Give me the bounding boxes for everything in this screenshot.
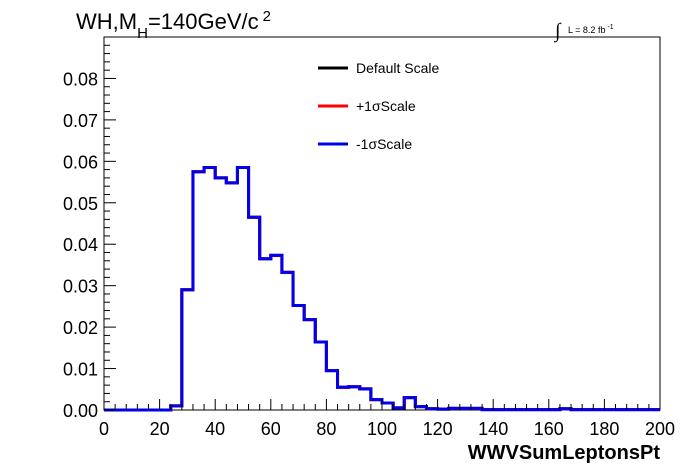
x-tick-label: 120 (423, 419, 453, 439)
x-tick-label: 180 (589, 419, 619, 439)
x-tick-label: 20 (150, 419, 170, 439)
legend: Default Scale +1σScale -1σScale (318, 60, 439, 152)
y-tick-label: 0.06 (63, 152, 98, 172)
y-tick-label: 0.07 (63, 111, 98, 131)
x-tick-label: 160 (534, 419, 564, 439)
legend-label: Default Scale (356, 60, 439, 76)
y-tick-label: 0.01 (63, 360, 98, 380)
lumi-integral-sign: ∫ (553, 20, 562, 43)
x-axis: 0 20 40 60 80 100 120 140 160 180 200 (99, 399, 675, 439)
y-tick-label: 0.04 (63, 235, 98, 255)
x-tick-label: 80 (316, 419, 336, 439)
x-tick-label: 200 (645, 419, 675, 439)
x-tick-label: 100 (367, 419, 397, 439)
x-tick-label: 40 (205, 419, 225, 439)
y-tick-label: 0.00 (63, 401, 98, 421)
chart-title: WH,MH=140GeV/c 2 (76, 8, 271, 42)
x-tick-label: 140 (478, 419, 508, 439)
plot-frame (103, 36, 661, 411)
title-superscript: 2 (263, 8, 271, 25)
title-rest: =140GeV/c (148, 9, 259, 34)
title-subscript: H (137, 25, 148, 42)
x-tick-label: 60 (261, 419, 281, 439)
histogram-series-2 (104, 166, 660, 412)
histogram-series-group (104, 166, 660, 412)
lumi-sup: -1 (607, 24, 613, 31)
y-tick-label: 0.05 (63, 194, 98, 214)
legend-label: +1σScale (356, 98, 416, 114)
y-tick-label: 0.02 (63, 318, 98, 338)
x-tick-label: 0 (99, 419, 109, 439)
lumi-label: L = 8.2 fb -1 (568, 24, 614, 35)
lumi-text: L = 8.2 fb (568, 25, 605, 35)
title-main: WH,M (76, 9, 137, 34)
y-axis: 0.00 0.01 0.02 0.03 0.04 0.05 0.06 0.07 0.08 (63, 36, 116, 421)
legend-label: -1σScale (356, 136, 412, 152)
y-tick-label: 0.03 (63, 277, 98, 297)
x-axis-label: WWVSumLeptonsPt (468, 442, 661, 464)
y-tick-label: 0.08 (63, 69, 98, 89)
